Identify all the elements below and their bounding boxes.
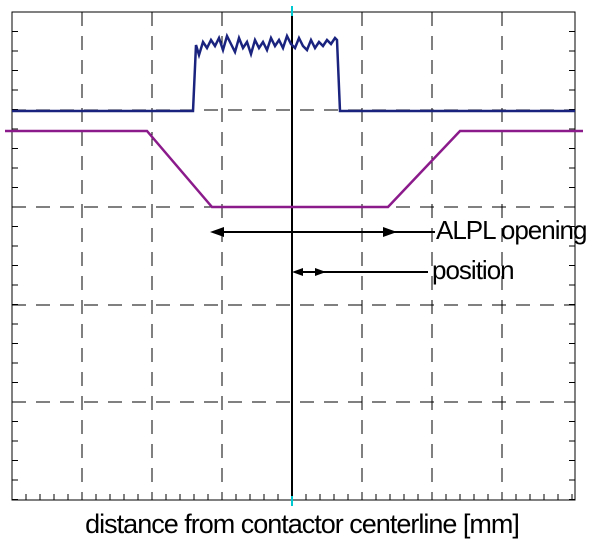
- opening-arrow: [210, 227, 435, 237]
- plot-frame: [11, 11, 576, 501]
- x-axis-label: distance from contactor centerline [mm]: [85, 509, 519, 539]
- position-arrow: [292, 268, 428, 276]
- annotation: ALPL opening: [436, 215, 586, 245]
- purple-line: [5, 129, 583, 209]
- arrow-head: [292, 268, 303, 276]
- ticks: [12, 31, 575, 500]
- arrow-head: [383, 227, 397, 237]
- arrow-head: [210, 227, 224, 237]
- annotation: position: [432, 255, 514, 285]
- blue-line: [12, 32, 575, 113]
- arrow-head: [315, 268, 326, 276]
